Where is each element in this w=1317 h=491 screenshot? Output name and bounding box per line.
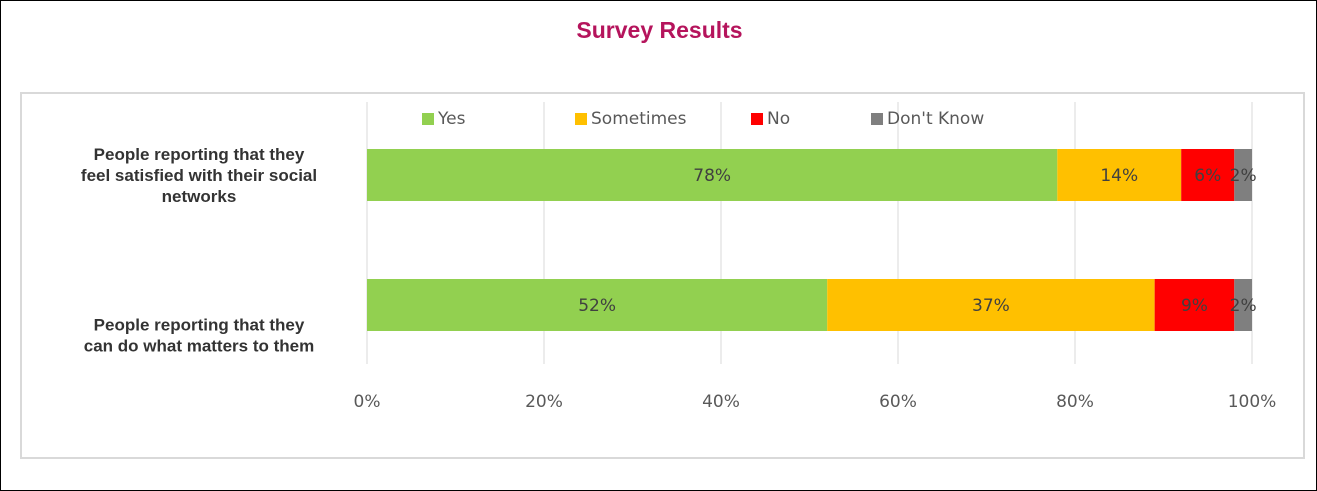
data-label: 2% (1230, 296, 1257, 316)
stacked-bar-chart: 0% 20% 40% 60% 80% 100% 78% 14% 6% 2% People repor… (81, 102, 1277, 412)
category-label-line: People reporting that they (94, 145, 305, 164)
legend-swatch (575, 113, 587, 125)
category-label-line: People reporting that they (94, 316, 305, 335)
chart-area: 0% 20% 40% 60% 80% 100% 78% 14% 6% 2% People repor… (20, 92, 1305, 459)
category-label-line: feel satisfied with their social (81, 166, 317, 185)
bar-segment-yes (367, 149, 1058, 201)
data-label: 2% (1230, 166, 1257, 186)
x-tick-label: 60% (879, 392, 917, 412)
bar-segment-no (1154, 279, 1235, 331)
legend-label: Don't Know (887, 109, 984, 129)
legend-swatch (422, 113, 434, 125)
x-tick-label: 20% (525, 392, 563, 412)
data-label: 14% (1100, 166, 1138, 186)
bar-segment-don-t-know (1234, 279, 1252, 331)
chart-title: Survey Results (576, 17, 743, 43)
category-label: People reporting that they can do what ma… (84, 316, 314, 356)
bar-segment-sometimes (1057, 149, 1182, 201)
data-label: 6% (1194, 166, 1221, 186)
legend-swatch (871, 113, 883, 125)
data-label: 52% (578, 296, 616, 316)
bar-segment-yes (367, 279, 828, 331)
bar-segment-no (1181, 149, 1235, 201)
x-tick-label: 80% (1056, 392, 1094, 412)
legend-label: No (767, 109, 790, 129)
legend-label: Sometimes (591, 109, 687, 129)
x-tick-label: 40% (702, 392, 740, 412)
legend-label: Yes (437, 109, 466, 129)
legend-swatch (751, 113, 763, 125)
x-tick-label: 0% (354, 392, 381, 412)
category-label-line: networks (162, 187, 237, 206)
data-label: 9% (1181, 296, 1208, 316)
x-tick-label: 100% (1228, 392, 1277, 412)
bar-segment-don-t-know (1234, 149, 1252, 201)
bar-segment-sometimes (827, 279, 1155, 331)
data-label: 78% (693, 166, 731, 186)
category-label-line: can do what matters to them (84, 337, 314, 356)
data-label: 37% (972, 296, 1010, 316)
category-label: People reporting that they feel satisfied… (81, 145, 317, 206)
